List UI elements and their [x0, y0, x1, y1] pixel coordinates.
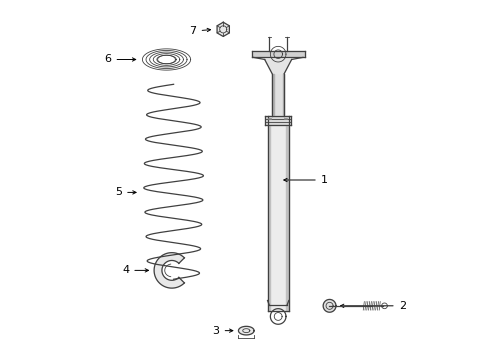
Polygon shape	[251, 51, 304, 57]
Text: 1: 1	[283, 175, 327, 185]
Text: 4: 4	[122, 265, 148, 275]
Text: 7: 7	[189, 26, 210, 36]
Polygon shape	[238, 327, 254, 335]
Polygon shape	[264, 59, 291, 74]
Polygon shape	[323, 300, 335, 312]
Polygon shape	[154, 253, 184, 288]
Text: 5: 5	[115, 188, 136, 197]
Polygon shape	[217, 22, 229, 36]
Text: 2: 2	[340, 301, 405, 311]
Text: 3: 3	[212, 326, 232, 336]
Text: 6: 6	[104, 54, 136, 64]
